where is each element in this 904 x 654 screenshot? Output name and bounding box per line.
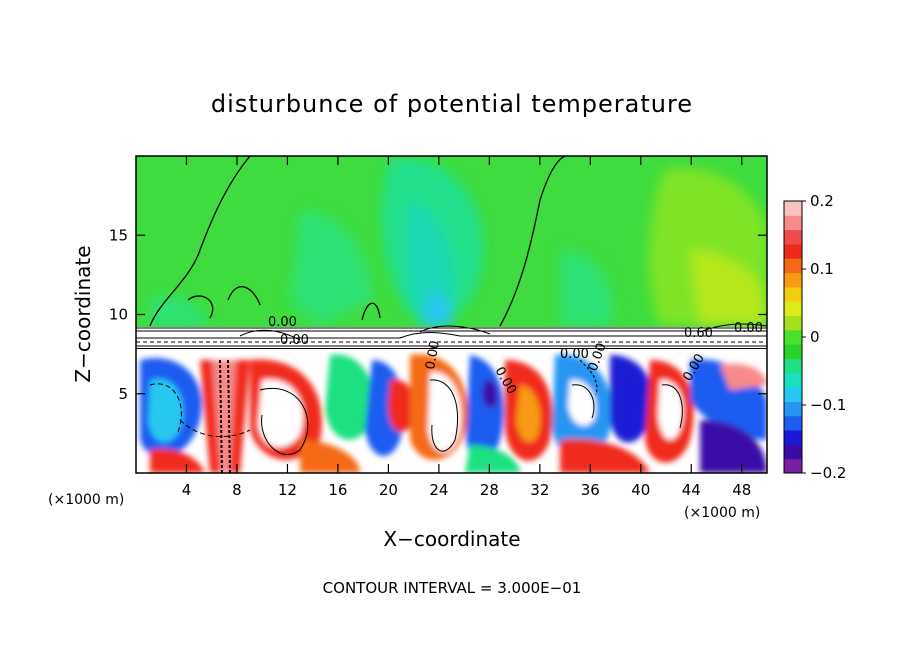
colorbar-swatch xyxy=(784,401,802,417)
colorbar-swatch xyxy=(784,301,802,317)
contour-interval-note: CONTOUR INTERVAL = 3.000E−01 xyxy=(323,579,582,597)
contour-label-group: 0.00 0.00 0.00 0.00 0.00 0.00 0.00 0.60 … xyxy=(268,315,763,397)
contour-lines xyxy=(149,156,566,327)
colorbar-swatch xyxy=(784,344,802,359)
x-tick-label: 16 xyxy=(328,481,347,499)
colorbar-swatch xyxy=(784,372,802,388)
x-tick-label: 8 xyxy=(232,481,242,499)
x-tick-label: 12 xyxy=(278,481,297,499)
x-tick-label: 48 xyxy=(732,481,751,499)
x-tick-label: 44 xyxy=(682,481,701,499)
contour-label: 0.00 xyxy=(280,333,309,348)
x-tick-label: 28 xyxy=(480,481,499,499)
x-unit-right: (×1000 m) xyxy=(684,505,760,521)
x-unit-left: (×1000 m) xyxy=(48,492,124,508)
colorbar-tick-label: −0.2 xyxy=(810,464,846,482)
y-tick-label: 15 xyxy=(109,226,128,244)
colorbar-swatch xyxy=(784,272,802,288)
colorbar-swatch xyxy=(784,201,802,216)
x-tick-label: 20 xyxy=(379,481,398,499)
x-tick-label: 4 xyxy=(182,481,192,499)
plot-area: 0.00 0.00 0.00 0.00 0.00 0.00 0.00 0.60 … xyxy=(136,156,767,473)
x-tick-label: 36 xyxy=(581,481,600,499)
colorbar-swatch xyxy=(784,430,802,445)
x-tick-label: 40 xyxy=(631,481,650,499)
contour-label: 0.00 xyxy=(734,321,763,336)
colorbar-swatch xyxy=(784,243,802,259)
colorbar-swatch xyxy=(784,358,802,374)
colorbar-swatch xyxy=(784,258,802,274)
colorbar-swatch xyxy=(784,215,802,231)
contour-label: 0.00 xyxy=(560,347,589,362)
contour-label: 0.00 xyxy=(268,315,297,330)
colorbar-tick-label: 0.2 xyxy=(810,192,834,210)
colorbar xyxy=(783,200,803,474)
x-tick-label: 24 xyxy=(429,481,448,499)
inversion-band xyxy=(136,327,767,349)
y-axis-label: Z−coordinate xyxy=(71,245,95,382)
colorbar-swatch xyxy=(784,387,802,402)
y-tick-label: 10 xyxy=(109,306,128,324)
colorbar-ticks: 0.2 0.1 0 −0.1 −0.2 xyxy=(802,192,846,482)
colorbar-swatch xyxy=(784,315,802,331)
y-tick-label: 5 xyxy=(118,385,128,403)
colorbar-swatch xyxy=(784,286,802,302)
colorbar-tick-label: 0.1 xyxy=(810,260,834,278)
colorbar-swatch xyxy=(784,229,802,245)
x-tick-label: 32 xyxy=(530,481,549,499)
chart-title: disturbunce of potential temperature xyxy=(211,90,693,118)
x-axis-label: X−coordinate xyxy=(383,527,520,551)
y-axis-ticks: 5 10 15 xyxy=(109,226,767,403)
x-axis-ticks: 4 8 12 16 20 24 28 32 36 40 44 48 xyxy=(182,156,751,499)
colorbar-tick-label: 0 xyxy=(810,328,820,346)
contour-label: 0.00 xyxy=(423,340,443,371)
colorbar-tick-label: −0.1 xyxy=(810,396,846,414)
contour-label: 0.60 xyxy=(684,326,713,341)
colorbar-swatch xyxy=(784,415,802,431)
colorbar-swatch xyxy=(784,458,802,474)
colorbar-swatch xyxy=(784,444,802,460)
colorbar-swatch xyxy=(784,329,802,345)
